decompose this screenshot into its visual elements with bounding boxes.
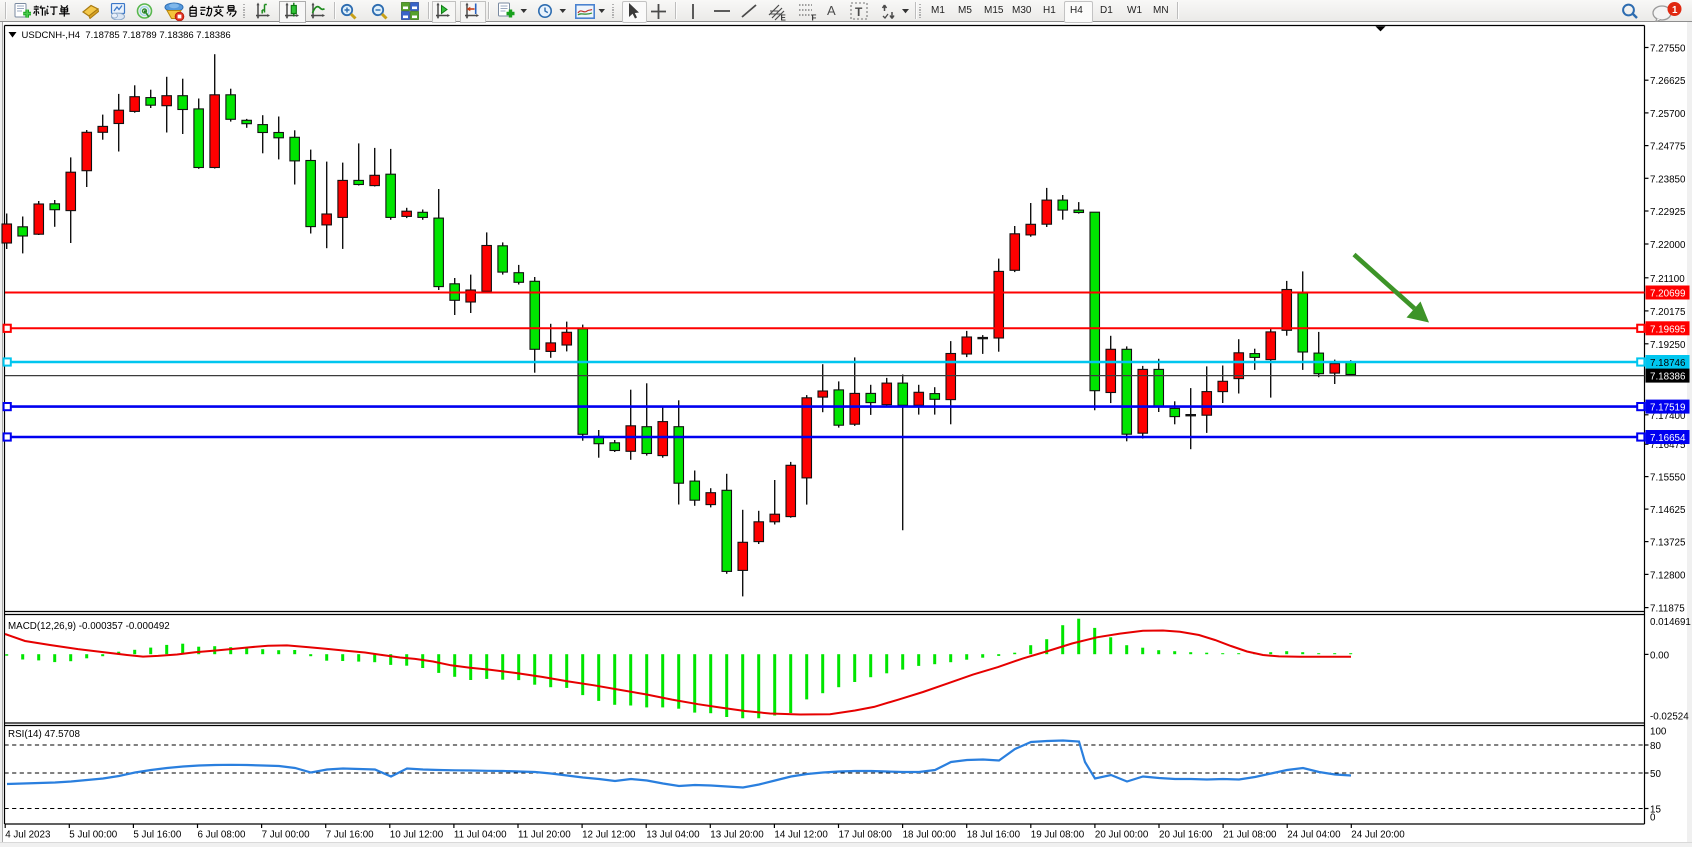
svg-text:7.15550: 7.15550 bbox=[1650, 473, 1686, 484]
svg-text:24 Jul 04:00: 24 Jul 04:00 bbox=[1287, 830, 1341, 841]
svg-text:5 Jul 00:00: 5 Jul 00:00 bbox=[69, 830, 117, 841]
svg-text:7.12800: 7.12800 bbox=[1650, 570, 1686, 581]
svg-text:F: F bbox=[812, 14, 817, 22]
svg-text:USDCNH-,H4 7.18785 7.18789 7.: USDCNH-,H4 7.18785 7.18789 7.18386 7.183… bbox=[22, 30, 231, 41]
svg-text:50: 50 bbox=[1650, 769, 1661, 780]
svg-text:24 Jul 20:00: 24 Jul 20:00 bbox=[1351, 830, 1405, 841]
svg-text:15: 15 bbox=[1650, 805, 1661, 816]
svg-text:7.20699: 7.20699 bbox=[1650, 289, 1685, 300]
svg-text:7.16475: 7.16475 bbox=[1650, 440, 1686, 451]
svg-text:0.014691: 0.014691 bbox=[1650, 617, 1691, 628]
svg-text:20 Jul 16:00: 20 Jul 16:00 bbox=[1159, 830, 1213, 841]
svg-text:5 Jul 16:00: 5 Jul 16:00 bbox=[133, 830, 181, 841]
svg-text:7.25700: 7.25700 bbox=[1650, 109, 1686, 120]
svg-text:1: 1 bbox=[1672, 5, 1678, 16]
svg-text:7.16654: 7.16654 bbox=[1650, 433, 1686, 444]
svg-text:13 Jul 20:00: 13 Jul 20:00 bbox=[710, 830, 764, 841]
svg-text:10 Jul 12:00: 10 Jul 12:00 bbox=[390, 830, 444, 841]
svg-text:19 Jul 08:00: 19 Jul 08:00 bbox=[1031, 830, 1085, 841]
svg-text:7.17400: 7.17400 bbox=[1650, 411, 1686, 422]
svg-text:11 Jul 20:00: 11 Jul 20:00 bbox=[518, 830, 571, 841]
svg-text:17 Jul 08:00: 17 Jul 08:00 bbox=[839, 830, 893, 841]
svg-text:0.00: 0.00 bbox=[1650, 650, 1670, 661]
svg-text:11 Jul 04:00: 11 Jul 04:00 bbox=[454, 830, 507, 841]
svg-text:7.17519: 7.17519 bbox=[1650, 403, 1685, 414]
svg-text:18 Jul 00:00: 18 Jul 00:00 bbox=[903, 830, 957, 841]
svg-text:7.13725: 7.13725 bbox=[1650, 538, 1686, 549]
svg-text:21 Jul 08:00: 21 Jul 08:00 bbox=[1223, 830, 1277, 841]
svg-text:7 Jul 16:00: 7 Jul 16:00 bbox=[326, 830, 374, 841]
svg-text:80: 80 bbox=[1650, 741, 1661, 752]
svg-text:7.26625: 7.26625 bbox=[1650, 76, 1686, 87]
svg-text:12 Jul 12:00: 12 Jul 12:00 bbox=[582, 830, 636, 841]
svg-text:E: E bbox=[781, 14, 787, 22]
svg-text:MACD(12,26,9) -0.000357 -0.000: MACD(12,26,9) -0.000357 -0.000492 bbox=[8, 621, 170, 632]
svg-text:7.23850: 7.23850 bbox=[1650, 174, 1686, 185]
svg-text:-0.02524: -0.02524 bbox=[1650, 712, 1689, 723]
svg-text:7.14625: 7.14625 bbox=[1650, 505, 1686, 516]
svg-text:6 Jul 08:00: 6 Jul 08:00 bbox=[198, 830, 246, 841]
svg-text:20 Jul 00:00: 20 Jul 00:00 bbox=[1095, 830, 1149, 841]
svg-text:7 Jul 00:00: 7 Jul 00:00 bbox=[262, 830, 310, 841]
svg-text:7.24775: 7.24775 bbox=[1650, 142, 1686, 153]
svg-text:14 Jul 12:00: 14 Jul 12:00 bbox=[774, 830, 828, 841]
svg-text:4 Jul 2023: 4 Jul 2023 bbox=[5, 830, 51, 841]
svg-text:T: T bbox=[855, 5, 863, 19]
svg-text:7.19695: 7.19695 bbox=[1650, 324, 1686, 335]
svg-text:7.19250: 7.19250 bbox=[1650, 340, 1686, 351]
svg-text:0: 0 bbox=[1650, 813, 1656, 824]
svg-text:7.11875: 7.11875 bbox=[1650, 604, 1685, 615]
svg-text:7.18746: 7.18746 bbox=[1650, 358, 1686, 369]
svg-text:13 Jul 04:00: 13 Jul 04:00 bbox=[646, 830, 700, 841]
svg-text:7.18386: 7.18386 bbox=[1650, 372, 1686, 383]
svg-text:7.21100: 7.21100 bbox=[1650, 274, 1685, 285]
svg-text:7.22925: 7.22925 bbox=[1650, 207, 1686, 218]
svg-text:7.27550: 7.27550 bbox=[1650, 44, 1686, 55]
svg-text:18 Jul 16:00: 18 Jul 16:00 bbox=[967, 830, 1021, 841]
svg-text:100: 100 bbox=[1650, 727, 1667, 738]
svg-text:RSI(14) 47.5708: RSI(14) 47.5708 bbox=[8, 729, 80, 740]
svg-text:7.22000: 7.22000 bbox=[1650, 240, 1686, 251]
svg-text:7.20175: 7.20175 bbox=[1650, 307, 1686, 318]
